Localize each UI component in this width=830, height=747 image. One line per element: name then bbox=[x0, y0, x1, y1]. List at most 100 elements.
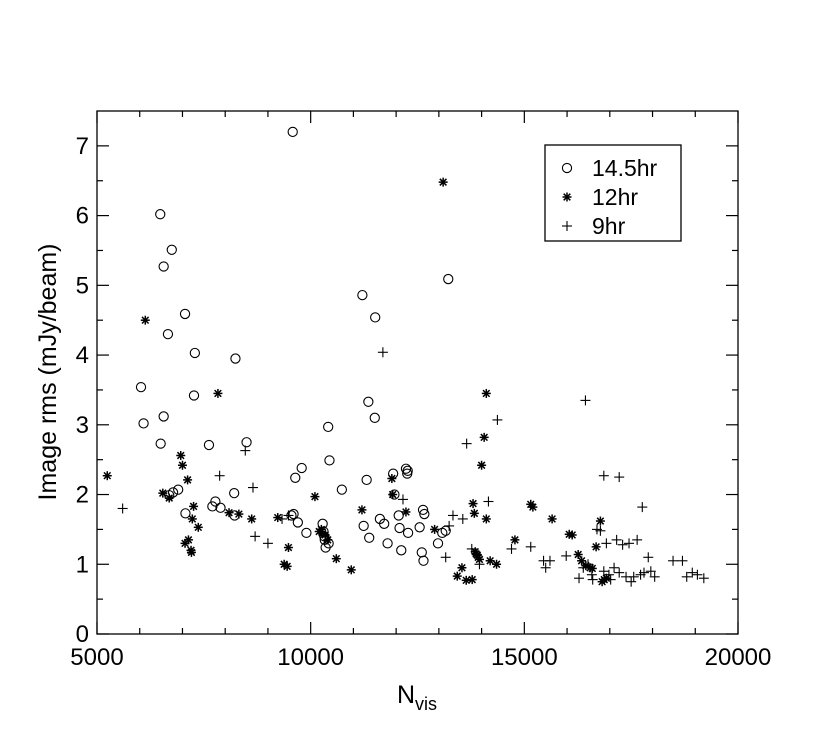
data-point-circle bbox=[382, 538, 393, 549]
data-point-circle bbox=[443, 273, 454, 285]
data-point-circle bbox=[369, 412, 380, 423]
data-point-plus bbox=[692, 569, 703, 580]
data-point-asterisk bbox=[158, 488, 168, 498]
x-tick-label: 10000 bbox=[277, 644, 344, 671]
data-point-plus bbox=[587, 574, 598, 585]
data-point-plus bbox=[649, 571, 660, 582]
data-point-asterisk bbox=[401, 507, 411, 517]
data-point-plus bbox=[240, 445, 251, 456]
data-point-plus bbox=[632, 534, 643, 545]
data-point-plus bbox=[605, 574, 616, 585]
data-point-circle bbox=[162, 328, 174, 340]
data-point-asterisk bbox=[282, 561, 292, 571]
data-point-asterisk bbox=[283, 543, 293, 553]
legend-label: 14.5hr bbox=[592, 155, 658, 181]
data-point-asterisk bbox=[183, 475, 193, 485]
axis-ticks bbox=[96, 111, 739, 635]
data-point-circle bbox=[241, 437, 252, 448]
y-axis-title: Image rms (mJy/beam) bbox=[34, 244, 62, 501]
data-point-plus bbox=[117, 503, 128, 514]
y-tick-label: 6 bbox=[76, 203, 89, 230]
data-point-asterisk bbox=[481, 514, 491, 524]
series-plus bbox=[117, 347, 709, 587]
data-point-plus bbox=[466, 543, 477, 554]
data-point-asterisk bbox=[468, 499, 478, 509]
data-point-circle bbox=[379, 518, 390, 529]
data-point-asterisk bbox=[573, 550, 583, 560]
data-point-asterisk bbox=[189, 501, 199, 511]
data-point-asterisk bbox=[481, 388, 491, 398]
data-point-plus bbox=[483, 496, 494, 507]
data-point-circle bbox=[188, 390, 200, 401]
data-point-asterisk bbox=[234, 509, 244, 519]
data-point-plus bbox=[247, 482, 258, 493]
data-point-asterisk bbox=[567, 530, 577, 540]
data-point-circle bbox=[229, 487, 240, 499]
data-point-asterisk bbox=[186, 547, 196, 557]
data-point-plus bbox=[598, 470, 609, 481]
data-point-asterisk bbox=[357, 505, 367, 515]
y-tick-label: 3 bbox=[76, 412, 89, 439]
y-tick-label: 4 bbox=[76, 342, 89, 369]
data-point-circle bbox=[287, 126, 298, 138]
legend-marker-plus bbox=[562, 221, 572, 231]
data-point-asterisk bbox=[187, 514, 197, 524]
data-point-asterisk bbox=[140, 315, 150, 325]
legend-label: 12hr bbox=[592, 184, 638, 210]
data-point-circle bbox=[361, 474, 372, 486]
data-point-circle bbox=[301, 527, 312, 539]
x-axis-title-subscript: vis bbox=[415, 694, 437, 714]
data-point-asterisk bbox=[247, 514, 257, 524]
data-point-plus bbox=[611, 534, 622, 545]
data-point-plus bbox=[283, 510, 294, 521]
data-point-asterisk bbox=[547, 514, 557, 524]
data-point-plus bbox=[586, 569, 597, 580]
data-point-circle bbox=[400, 463, 412, 474]
data-point-circle bbox=[364, 532, 375, 543]
legend-label: 9hr bbox=[592, 213, 626, 239]
tick-labels: 5000 10000 15000 20000 0 1 2 3 4 5 6 7 bbox=[70, 133, 771, 671]
data-point-asterisk bbox=[452, 571, 462, 581]
data-point-asterisk bbox=[577, 556, 587, 566]
data-point-plus bbox=[277, 513, 288, 524]
data-point-circle bbox=[402, 527, 414, 539]
data-points bbox=[102, 126, 709, 587]
data-point-circle bbox=[203, 439, 215, 451]
data-point-plus bbox=[698, 573, 709, 584]
data-point-plus bbox=[668, 555, 679, 566]
data-point-asterisk bbox=[102, 471, 112, 481]
data-point-circle bbox=[357, 289, 368, 301]
data-point-plus bbox=[643, 552, 654, 563]
data-point-asterisk bbox=[213, 388, 223, 398]
data-point-plus bbox=[617, 539, 628, 550]
data-point-circle bbox=[336, 484, 348, 495]
data-point-plus bbox=[447, 510, 458, 521]
data-point-circle bbox=[296, 462, 307, 474]
data-point-asterisk bbox=[387, 473, 397, 483]
data-point-plus bbox=[492, 414, 503, 425]
data-point-asterisk bbox=[430, 524, 440, 534]
data-point-circle bbox=[135, 381, 147, 393]
data-point-plus bbox=[444, 520, 455, 531]
data-point-plus bbox=[544, 555, 555, 566]
data-point-plus bbox=[377, 347, 388, 358]
data-point-asterisk bbox=[467, 575, 477, 585]
data-point-plus bbox=[574, 573, 585, 584]
x-axis-title: Nvis bbox=[397, 681, 437, 714]
data-point-circle bbox=[180, 508, 191, 519]
data-point-circle bbox=[417, 504, 429, 516]
data-point-circle bbox=[155, 438, 166, 449]
data-point-asterisk bbox=[485, 556, 495, 566]
y-tick-label: 5 bbox=[76, 272, 89, 299]
data-point-circle bbox=[138, 418, 149, 429]
data-point-plus bbox=[677, 555, 688, 566]
data-point-circle bbox=[414, 522, 425, 533]
data-point-plus bbox=[583, 559, 594, 570]
data-point-circle bbox=[158, 261, 169, 272]
data-point-plus bbox=[250, 531, 261, 542]
legend-entries: 14.5hr 12hr 9hr bbox=[561, 155, 658, 239]
data-point-plus bbox=[440, 552, 451, 563]
data-point-asterisk bbox=[323, 535, 333, 545]
data-point-plus bbox=[262, 538, 273, 549]
data-point-plus bbox=[595, 525, 606, 536]
